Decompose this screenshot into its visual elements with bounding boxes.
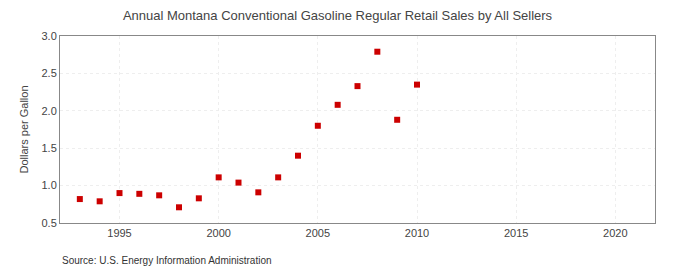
svg-text:2.5: 2.5	[42, 67, 57, 79]
svg-text:3.0: 3.0	[42, 30, 57, 42]
svg-text:2005: 2005	[306, 227, 330, 239]
svg-text:2015: 2015	[504, 227, 528, 239]
svg-text:2020: 2020	[603, 227, 627, 239]
svg-text:2010: 2010	[405, 227, 429, 239]
svg-text:Dollars per Gallon: Dollars per Gallon	[18, 85, 30, 173]
svg-text:0.5: 0.5	[42, 217, 57, 229]
svg-text:2000: 2000	[206, 227, 230, 239]
svg-text:Annual Montana Conventional Ga: Annual Montana Conventional Gasoline Reg…	[123, 8, 553, 23]
svg-text:1995: 1995	[107, 227, 131, 239]
svg-text:2.0: 2.0	[42, 105, 57, 117]
svg-text:Source: U.S. Energy Informatio: Source: U.S. Energy Information Administ…	[62, 255, 272, 266]
svg-text:1.5: 1.5	[42, 142, 57, 154]
svg-text:1.0: 1.0	[42, 179, 57, 191]
